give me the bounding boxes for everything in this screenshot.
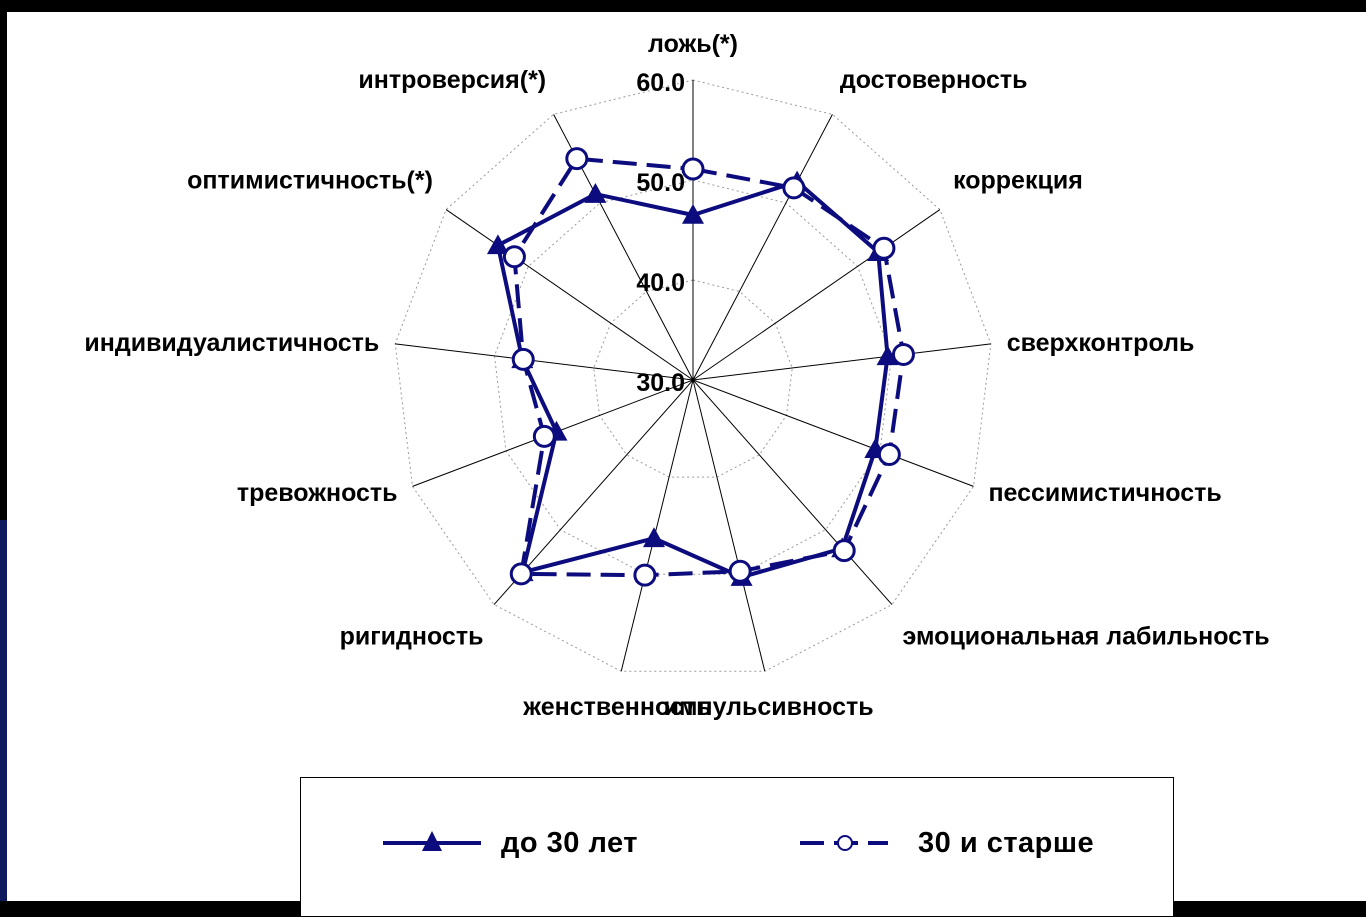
axis-spoke-11 <box>445 209 694 381</box>
legend-item-series-1: до 30 лет <box>381 823 638 863</box>
series-2-point-3 <box>891 342 915 366</box>
category-label-2: коррекция <box>953 166 1083 194</box>
legend-swatch-triangle-line <box>383 831 481 851</box>
axis-spoke-3 <box>692 343 991 381</box>
legend-item-series-2: 30 и старше <box>798 823 1094 863</box>
category-label-4: пессимистичность <box>988 479 1221 507</box>
radial-tick-labels: 30.0 40.0 50.0 60.0 <box>636 69 685 397</box>
series-layer <box>486 147 915 587</box>
series-1-point-12 <box>584 183 607 203</box>
axis-spoke-10 <box>395 343 694 381</box>
series-2-point-1 <box>782 176 806 200</box>
axis-spoke-5 <box>692 379 893 605</box>
series-1-point-0 <box>682 204 704 224</box>
tick-label-0: 30.0 <box>636 369 685 397</box>
axis-spoke-6 <box>692 379 766 672</box>
series-1-point-11 <box>486 234 509 255</box>
series-2-point-7 <box>633 563 657 587</box>
category-label-8: ригидность <box>340 623 484 651</box>
category-label-11: оптимистичность(*) <box>187 166 433 194</box>
series-line-1 <box>495 179 890 580</box>
tick-label-1: 40.0 <box>636 269 685 297</box>
legend-label-series-2: 30 и старше <box>918 826 1095 859</box>
axis-spoke-2 <box>692 209 941 381</box>
tick-label-3: 60.0 <box>636 69 685 97</box>
series-2-point-10 <box>511 347 535 371</box>
series-2-point-5 <box>832 539 856 563</box>
category-label-7: женственность <box>522 693 711 721</box>
series-2-point-2 <box>872 236 896 260</box>
top-frame-bar <box>0 0 1366 12</box>
category-label-3: сверхконтроль <box>1007 329 1195 357</box>
chart-panel: 30.0 40.0 50.0 60.0 ложь(*) достоверность кор… <box>7 12 1366 917</box>
radar-grid <box>394 79 992 672</box>
series-2-point-6 <box>728 559 752 583</box>
radar-chart: 30.0 40.0 50.0 60.0 ложь(*) достоверность кор… <box>84 30 1269 721</box>
legend-label-series-1: до 30 лет <box>501 826 638 859</box>
category-label-6: импульсивность <box>664 693 874 721</box>
series-2-point-12 <box>565 147 589 171</box>
category-label-10: индивидуалистичность <box>84 329 379 357</box>
axis-spoke-4 <box>692 379 974 487</box>
category-label-1: достоверность <box>840 66 1028 94</box>
series-1-point-3 <box>876 345 899 366</box>
legend: до 30 лет 30 и старше <box>300 777 1174 917</box>
series-2-point-0 <box>681 157 705 181</box>
legend-swatch-circle-dashed <box>800 835 888 851</box>
series-2-point-4 <box>877 442 901 466</box>
category-label-9: тревожность <box>237 479 398 507</box>
gridline-ring-1 <box>593 279 793 478</box>
left-frame-accent <box>0 520 7 901</box>
series-1-point-7 <box>642 527 665 548</box>
category-label-12: интроверсия(*) <box>358 66 546 94</box>
series-line-2 <box>512 156 906 578</box>
category-label-5: эмоциональная лабильность <box>903 623 1270 651</box>
axis-spoke-1 <box>692 114 833 381</box>
category-labels: ложь(*) достоверность коррекция сверхконтро… <box>84 30 1269 721</box>
series-2-point-9 <box>532 424 556 448</box>
left-frame-bar <box>0 0 7 901</box>
series-2-point-8 <box>509 562 533 586</box>
category-label-0: ложь(*) <box>648 30 738 58</box>
tick-label-2: 50.0 <box>636 169 685 197</box>
gridline-ring-3 <box>394 79 992 672</box>
series-2-point-11 <box>502 245 526 269</box>
axis-spoke-7 <box>620 379 694 672</box>
